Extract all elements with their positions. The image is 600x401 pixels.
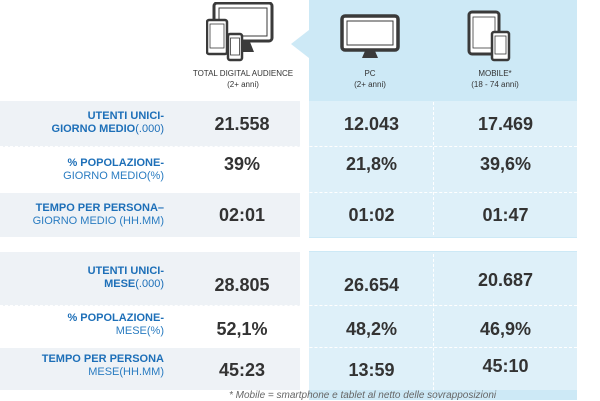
value-total: 45:23 bbox=[218, 360, 266, 380]
value-pc: 26.654 bbox=[343, 275, 400, 295]
row-label-line2: MESE(%) bbox=[115, 325, 164, 337]
value-pc: 48,2% bbox=[345, 319, 398, 339]
value-total: 52,1% bbox=[216, 319, 268, 339]
row-label: UTENTI UNICI- MESE(.000) bbox=[88, 265, 164, 291]
row-label-line2: GIORNO MEDIO (HH.MM) bbox=[32, 215, 164, 227]
column-divider bbox=[433, 254, 434, 400]
table-row: TEMPO PER PERSONA MESE(HH.MM) 45:23 13:5… bbox=[0, 348, 600, 390]
footnote: * Mobile = smartphone e tablet al netto … bbox=[229, 390, 497, 401]
value-mobile: 39,6% bbox=[479, 154, 532, 174]
row-label-line2: MESE(HH.MM) bbox=[88, 366, 164, 378]
row-label-line2: GIORNO MEDIO bbox=[51, 123, 136, 135]
column-divider bbox=[433, 102, 434, 235]
value-mobile: 01:47 bbox=[482, 205, 529, 225]
value-pc: 01:02 bbox=[348, 205, 395, 225]
row-label-line1: UTENTI UNICI- bbox=[87, 265, 164, 277]
value-total: 28.805 bbox=[214, 275, 270, 295]
row-label: % POPOLAZIONE- MESE(%) bbox=[67, 312, 164, 338]
row-label-suffix: (.000) bbox=[135, 123, 164, 135]
value-mobile: 46,9% bbox=[479, 319, 532, 339]
row-label-line1: % POPOLAZIONE- bbox=[67, 157, 164, 169]
value-pc: 21,8% bbox=[345, 154, 398, 174]
value-mobile: 17.469 bbox=[477, 114, 534, 134]
value-total: 21.558 bbox=[214, 114, 270, 134]
blue-panel-pointer bbox=[291, 30, 309, 58]
table-row: TEMPO PER PERSONA– GIORNO MEDIO (HH.MM) … bbox=[0, 193, 600, 237]
table-row: UTENTI UNICI- GIORNO MEDIO(.000) 21.558 … bbox=[0, 101, 600, 147]
col-header-mobile-subtitle: (18 - 74 anni) bbox=[471, 80, 519, 89]
col-header-mobile-title: MOBILE* bbox=[478, 69, 512, 78]
row-label: % POPOLAZIONE- GIORNO MEDIO(%) bbox=[63, 157, 164, 183]
value-total: 02:01 bbox=[218, 205, 266, 225]
table-row: % POPOLAZIONE- GIORNO MEDIO(%) 39% 21,8%… bbox=[0, 147, 600, 193]
value-mobile: 20.687 bbox=[477, 270, 534, 290]
row-label: TEMPO PER PERSONA– GIORNO MEDIO (HH.MM) bbox=[33, 202, 164, 228]
table-row: % POPOLAZIONE- MESE(%) 52,1% 48,2% 46,9% bbox=[0, 306, 600, 348]
value-mobile: 45:10 bbox=[482, 356, 529, 376]
value-pc: 12.043 bbox=[343, 114, 400, 134]
row-label-line1: TEMPO PER PERSONA– bbox=[35, 202, 164, 214]
row-label-line2: MESE bbox=[104, 278, 136, 290]
monitor-icon bbox=[340, 14, 400, 58]
row-label: UTENTI UNICI- GIORNO MEDIO(.000) bbox=[52, 110, 164, 136]
tablet-phone-icon bbox=[467, 10, 511, 62]
row-label-line1: % POPOLAZIONE- bbox=[67, 312, 164, 324]
col-header-pc-subtitle: (2+ anni) bbox=[354, 80, 386, 89]
devices-icon bbox=[206, 2, 274, 62]
value-total: 39% bbox=[223, 154, 261, 174]
col-header-total: TOTAL DIGITAL AUDIENCE (2+ anni) bbox=[170, 68, 316, 90]
table-row: UTENTI UNICI- MESE(.000) 28.805 26.654 2… bbox=[0, 252, 600, 306]
row-label-line1: TEMPO PER PERSONA bbox=[41, 353, 164, 365]
blue-panel-bottom bbox=[309, 251, 577, 400]
value-pc: 13:59 bbox=[348, 360, 395, 380]
col-header-total-title: TOTAL DIGITAL AUDIENCE bbox=[192, 69, 294, 78]
row-label-line1: UTENTI UNICI- bbox=[87, 110, 164, 122]
col-header-mobile: MOBILE* (18 - 74 anni) bbox=[445, 68, 545, 90]
col-header-pc-title: PC bbox=[364, 69, 376, 78]
col-header-pc: PC (2+ anni) bbox=[320, 68, 420, 90]
row-label-line2: GIORNO MEDIO(%) bbox=[63, 170, 164, 182]
col-header-total-subtitle: (2+ anni) bbox=[227, 80, 259, 89]
row-label: TEMPO PER PERSONA MESE(HH.MM) bbox=[42, 353, 164, 379]
row-label-suffix: (.000) bbox=[135, 278, 164, 290]
